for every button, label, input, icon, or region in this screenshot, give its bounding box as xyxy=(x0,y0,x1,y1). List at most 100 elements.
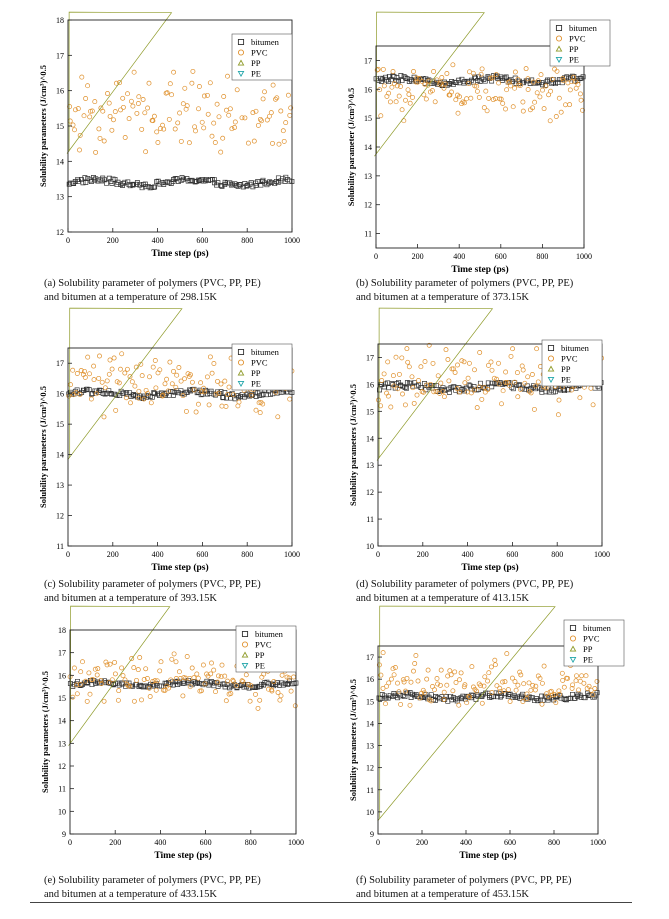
panel-d: 0 200 400 600 800 1000 10 11 12 13 14 15 16 17 Time st… xyxy=(340,307,640,573)
y-tick-label: 17 xyxy=(58,649,66,658)
series-pp-markers xyxy=(376,307,494,461)
y-tick-label: 10 xyxy=(366,542,374,551)
legend-label-pp: PP xyxy=(561,364,571,374)
caption-b-line2: and bitumen at a temperature of 373.15K xyxy=(356,292,529,303)
series-pvc xyxy=(374,62,585,124)
caption-d: (d) Solubility parameter of polymers (PV… xyxy=(356,578,573,606)
y-tick-label: 17 xyxy=(56,359,64,368)
series-bitumen-markers xyxy=(67,677,299,691)
legend-marker-pvc xyxy=(237,359,245,366)
chart-a: 0 200 400 600 800 1000 12 13 14 15 16 17 18 Time step… xyxy=(38,11,300,259)
y-tick-label: 12 xyxy=(56,228,64,237)
x-tick-label: 0 xyxy=(374,252,378,261)
panel-e: 0 200 400 600 800 1000 9 10 11 12 13 14 15 16 17 18 Time… xyxy=(30,605,330,864)
x-tick-label: 600 xyxy=(506,550,518,559)
series-bitumen xyxy=(67,677,299,691)
y-tick-label: 17 xyxy=(366,353,374,362)
caption-b: (b) Solubility parameter of polymers (PV… xyxy=(356,277,573,305)
x-tick-label: 800 xyxy=(241,236,253,245)
x-tick-label: 600 xyxy=(196,550,208,559)
plot-frame xyxy=(69,629,297,835)
series-pp-markers xyxy=(374,11,485,157)
legend-marker-pp xyxy=(547,365,555,372)
series-pp xyxy=(66,11,173,154)
x-tick-label: 400 xyxy=(462,550,474,559)
y-tick-label: 13 xyxy=(56,193,64,202)
legend-label-pvc: PVC xyxy=(583,634,600,644)
x-tick-label: 400 xyxy=(453,252,465,261)
legend-box xyxy=(231,343,293,391)
legend-marker-pvc xyxy=(547,355,555,362)
panel-b: 0 200 400 600 800 1000 11 12 13 14 15 16 17 Time step… xyxy=(340,11,640,275)
legend-label-pp: PP xyxy=(251,58,261,68)
x-tick-label: 1000 xyxy=(284,236,300,245)
x-tick-label: 1000 xyxy=(288,838,304,847)
x-tick-label: 0 xyxy=(66,550,70,559)
legend-marker-pvc xyxy=(237,49,245,56)
x-tick-label: 200 xyxy=(107,550,119,559)
x-tick-label: 800 xyxy=(548,838,560,847)
y-tick-label: 14 xyxy=(364,143,372,152)
y-tick-label: 13 xyxy=(366,461,374,470)
series-pvc xyxy=(67,651,298,711)
x-tick-label: 1000 xyxy=(576,252,592,261)
legend-marker-pe xyxy=(555,56,563,64)
series-pp-markers xyxy=(377,605,556,822)
y-tick-label: 11 xyxy=(56,542,64,551)
legend-marker-pe xyxy=(237,70,245,78)
y-tick-label: 10 xyxy=(58,807,66,816)
caption-a-line1: (a) Solubility parameter of polymers (PV… xyxy=(44,278,261,289)
caption-c: (c) Solubility parameter of polymers (PV… xyxy=(44,578,261,606)
legend-box xyxy=(563,619,625,667)
y-tick-label: 17 xyxy=(366,653,374,662)
y-tick-label: 16 xyxy=(56,390,64,399)
x-tick-label: 600 xyxy=(504,838,516,847)
x-tick-label: 800 xyxy=(536,252,548,261)
y-tick-label: 15 xyxy=(364,114,372,123)
caption-e-line2: and bitumen at a temperature of 433.15K xyxy=(44,889,217,900)
legend-box xyxy=(541,339,603,387)
y-tick-label: 15 xyxy=(56,420,64,429)
legend-marker-pp xyxy=(237,369,245,376)
legend-label-pe: PE xyxy=(569,55,579,65)
y-tick-label: 17 xyxy=(56,51,64,60)
panel-f: 0 200 400 600 800 1000 9 10 11 12 13 14 15 16 17 Time s… xyxy=(340,605,640,864)
legend-marker-pp xyxy=(237,59,245,66)
legend-label-pvc: PVC xyxy=(569,34,586,44)
legend-label-pp: PP xyxy=(251,368,261,378)
caption-f: (f) Solubility parameter of polymers (PV… xyxy=(356,874,572,902)
x-tick-label: 200 xyxy=(107,236,119,245)
y-tick-label: 12 xyxy=(56,512,64,521)
caption-e-line1: (e) Solubility parameter of polymers (PV… xyxy=(44,875,261,886)
panel-a: 0 200 400 600 800 1000 12 13 14 15 16 17 18 Time step… xyxy=(30,11,330,264)
legend-label-pvc: PVC xyxy=(251,358,268,368)
y-tick-label: 13 xyxy=(366,742,374,751)
x-tick-label: 200 xyxy=(417,550,429,559)
legend-marker-bitumen xyxy=(569,624,577,632)
scatter-points xyxy=(376,605,600,822)
legend-marker-bitumen xyxy=(237,38,245,46)
y-axis-title: Solubility parameters (J/cm³)^0.5 xyxy=(38,65,48,187)
series-pvc xyxy=(376,650,600,708)
legend-label-pe: PE xyxy=(251,69,261,79)
legend-label-pvc: PVC xyxy=(561,354,578,364)
caption-a-line2: and bitumen at a temperature of 298.15K xyxy=(44,292,217,303)
legend-marker-pvc xyxy=(569,635,577,642)
x-tick-label: 1000 xyxy=(594,550,610,559)
y-tick-label: 16 xyxy=(364,85,372,94)
y-tick-label: 11 xyxy=(364,230,372,239)
caption-e: (e) Solubility parameter of polymers (PV… xyxy=(44,874,261,902)
x-tick-label: 400 xyxy=(152,236,164,245)
chart-d: 0 200 400 600 800 1000 10 11 12 13 14 15 16 17 Time st… xyxy=(348,307,610,573)
caption-a: (a) Solubility parameter of polymers (PV… xyxy=(44,277,261,305)
caption-f-line1: (f) Solubility parameter of polymers (PV… xyxy=(356,875,572,886)
x-axis-title: Time step (ps) xyxy=(451,264,508,275)
legend-label-pe: PE xyxy=(251,379,261,389)
legend-label-bitumen: bitumen xyxy=(255,629,284,639)
x-tick-label: 0 xyxy=(66,236,70,245)
y-tick-label: 12 xyxy=(366,488,374,497)
legend-label-pe: PE xyxy=(583,655,593,665)
